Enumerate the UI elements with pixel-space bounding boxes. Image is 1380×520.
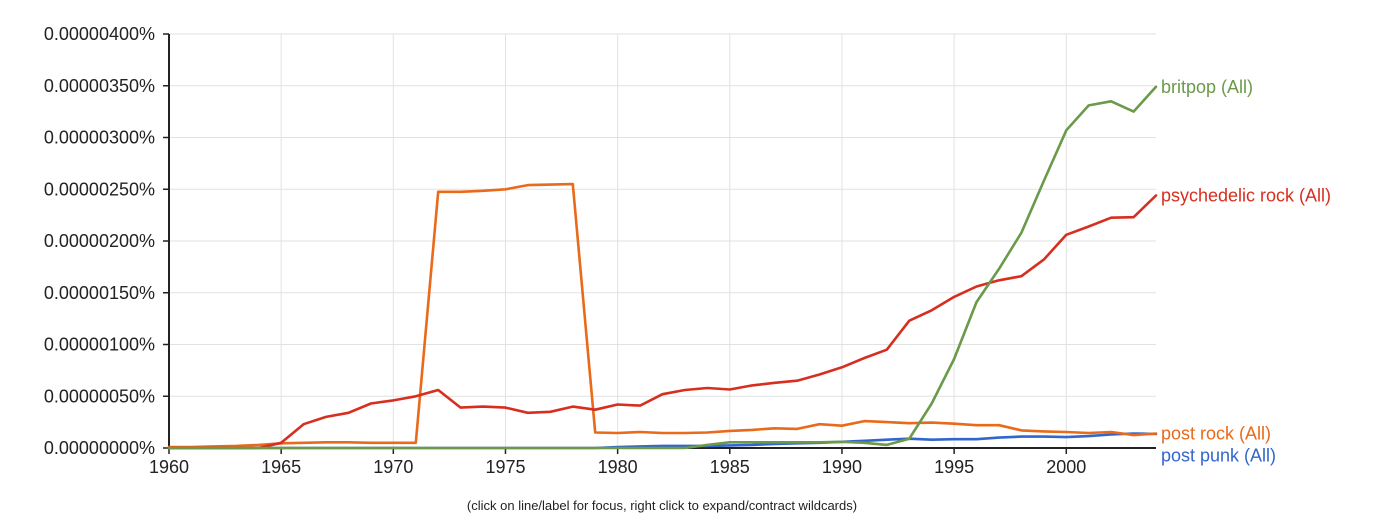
series-labels[interactable]: britpop (All) psychedelic rock (All) post …	[1161, 77, 1331, 466]
y-tick-label: 0.00000400%	[44, 24, 155, 44]
y-tick-label: 0.00000350%	[44, 76, 155, 96]
grid-layer	[169, 33, 1156, 449]
x-tick-label: 2000	[1046, 457, 1086, 477]
axis-layer: 0.00000000% 0.00000050% 0.00000100% 0.00000…	[44, 24, 1156, 477]
x-tick-label: 1960	[149, 457, 189, 477]
y-tick-label: 0.00000200%	[44, 231, 155, 251]
series-line-post-rock-all[interactable]	[167, 182, 1158, 449]
y-tick-label: 0.00000300%	[44, 128, 155, 148]
series-line-britpop-all[interactable]	[167, 85, 1158, 450]
y-tick-label: 0.00000250%	[44, 179, 155, 199]
x-tick-label: 1980	[598, 457, 638, 477]
y-tick-label: 0.00000050%	[44, 386, 155, 406]
x-tick-label: 1975	[485, 457, 525, 477]
x-tick-label: 1990	[822, 457, 862, 477]
series-layer[interactable]	[167, 85, 1158, 450]
series-label-britpop-all[interactable]: britpop (All)	[1161, 77, 1253, 97]
x-tick-label: 1995	[934, 457, 974, 477]
series-label-psychedelic-rock-all[interactable]: psychedelic rock (All)	[1161, 185, 1331, 205]
x-tick-label: 1970	[373, 457, 413, 477]
series-line-post-punk-all[interactable]	[167, 432, 1158, 450]
series-label-post-punk-all[interactable]: post punk (All)	[1161, 446, 1276, 466]
x-tick-label: 1985	[710, 457, 750, 477]
y-tick-label: 0.00000100%	[44, 335, 155, 355]
y-tick-label: 0.00000000%	[44, 438, 155, 458]
footer-note: (click on line/label for focus, right cl…	[466, 498, 858, 513]
series-line-psychedelic-rock-all[interactable]	[167, 194, 1158, 450]
y-tick-label: 0.00000150%	[44, 283, 155, 303]
series-label-post-rock-all[interactable]: post rock (All)	[1161, 424, 1271, 444]
x-tick-label: 1965	[261, 457, 301, 477]
